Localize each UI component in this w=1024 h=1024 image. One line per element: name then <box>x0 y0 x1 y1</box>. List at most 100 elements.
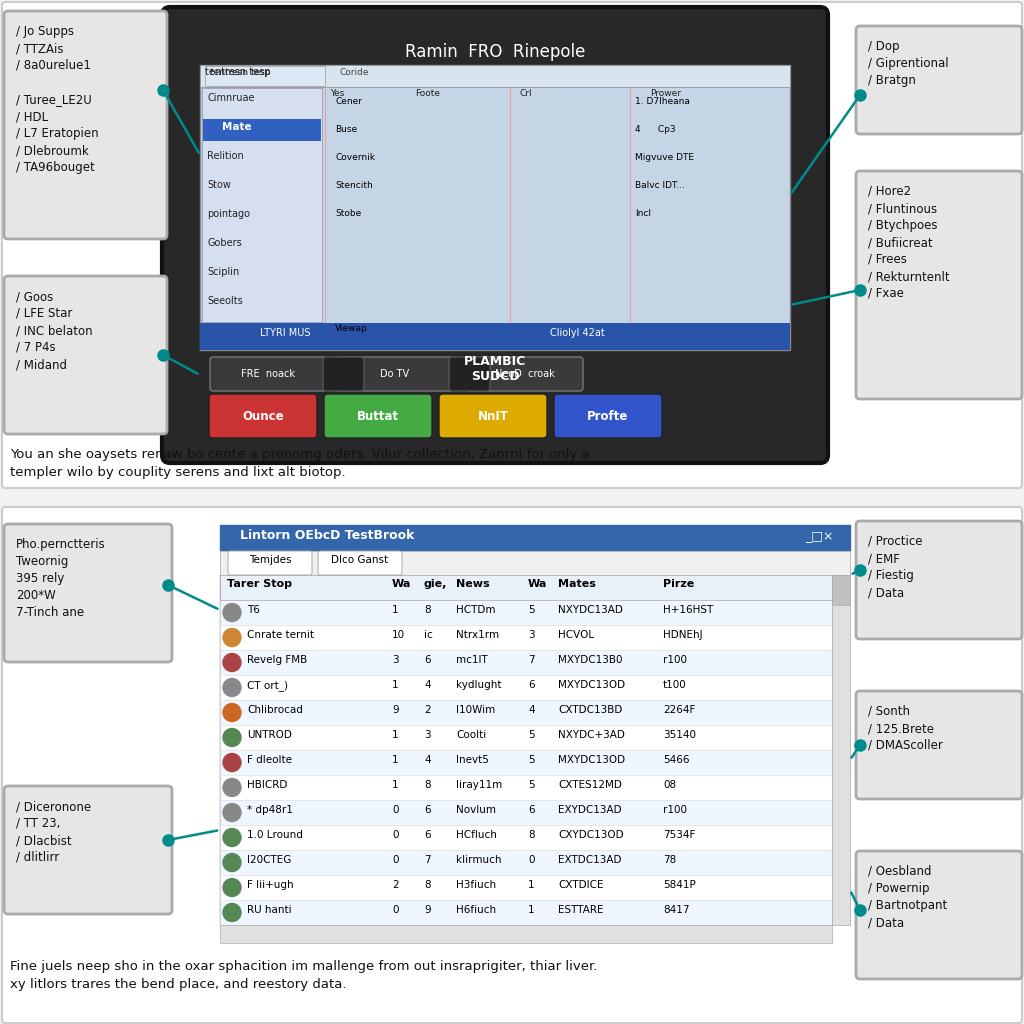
Text: RU hanti: RU hanti <box>247 905 292 915</box>
Text: 3: 3 <box>392 655 398 665</box>
Text: / Jo Supps
/ TTZAis
/ 8a0urelue1

/ Turee_LE2U
/ HDL
/ L7 Eratopien
/ Dlebroumk
: / Jo Supps / TTZAis / 8a0urelue1 / Turee… <box>16 25 98 174</box>
Text: / Proctice
/ EMF
/ Fiestig
/ Data: / Proctice / EMF / Fiestig / Data <box>868 535 923 599</box>
Text: Profte: Profte <box>588 410 629 423</box>
Text: 0: 0 <box>392 905 398 915</box>
FancyBboxPatch shape <box>856 851 1022 979</box>
Circle shape <box>223 879 241 896</box>
FancyBboxPatch shape <box>220 750 831 775</box>
Text: 7534F: 7534F <box>663 830 695 840</box>
Text: NXYDC+3AD: NXYDC+3AD <box>558 730 625 740</box>
FancyBboxPatch shape <box>4 276 167 434</box>
Circle shape <box>223 603 241 622</box>
Text: 78: 78 <box>663 855 676 865</box>
Text: kydlught: kydlught <box>456 680 502 690</box>
Text: klirmuch: klirmuch <box>456 855 502 865</box>
Text: 6: 6 <box>424 805 431 815</box>
Circle shape <box>223 728 241 746</box>
Text: Lintorn OEbcD TestBrook: Lintorn OEbcD TestBrook <box>240 529 415 542</box>
Text: NeoD  croak: NeoD croak <box>496 369 555 379</box>
Text: / Sonth
/ 125.Brete
/ DMAScoller: / Sonth / 125.Brete / DMAScoller <box>868 705 943 752</box>
FancyBboxPatch shape <box>220 925 831 943</box>
Text: 1.0 Lround: 1.0 Lround <box>247 830 303 840</box>
FancyBboxPatch shape <box>220 625 831 650</box>
FancyBboxPatch shape <box>856 521 1022 639</box>
Text: t100: t100 <box>663 680 687 690</box>
Text: Migvuve DTE: Migvuve DTE <box>635 153 694 162</box>
Text: HDNEhJ: HDNEhJ <box>663 630 702 640</box>
Text: 4      Cp3: 4 Cp3 <box>635 125 676 134</box>
Text: Incl: Incl <box>635 209 651 218</box>
FancyBboxPatch shape <box>220 775 831 800</box>
Text: Crl: Crl <box>520 89 532 98</box>
Text: You an she oaysets renaw bo cente a prenomg oders. Vilur collection, Zanrni for : You an she oaysets renaw bo cente a pren… <box>10 449 590 479</box>
Text: 35140: 35140 <box>663 730 696 740</box>
Text: 1: 1 <box>392 780 398 790</box>
Text: / Diceronone
/ TT 23,
/ Dlacbist
/ dlitlirr: / Diceronone / TT 23, / Dlacbist / dlitl… <box>16 800 91 864</box>
Text: LTYRI MUS: LTYRI MUS <box>260 328 310 338</box>
Text: Tarer Stop: Tarer Stop <box>227 579 292 589</box>
Text: HCVOL: HCVOL <box>558 630 594 640</box>
FancyBboxPatch shape <box>220 850 831 874</box>
Text: Buttat: Buttat <box>357 410 399 423</box>
FancyBboxPatch shape <box>220 700 831 725</box>
Text: Do TV: Do TV <box>381 369 410 379</box>
Text: 5: 5 <box>528 755 535 765</box>
Text: 8417: 8417 <box>663 905 689 915</box>
Text: * dp48r1: * dp48r1 <box>247 805 293 815</box>
FancyBboxPatch shape <box>856 26 1022 134</box>
Text: Covernik: Covernik <box>335 153 375 162</box>
Text: NXYDC13AD: NXYDC13AD <box>558 605 623 615</box>
Text: 2: 2 <box>392 880 398 890</box>
FancyBboxPatch shape <box>831 575 850 605</box>
Circle shape <box>223 703 241 722</box>
Text: 4: 4 <box>528 705 535 715</box>
Circle shape <box>223 828 241 847</box>
Text: Coride: Coride <box>340 68 370 77</box>
FancyBboxPatch shape <box>449 357 490 391</box>
Text: 8: 8 <box>424 605 431 615</box>
Text: Stencith: Stencith <box>335 181 373 190</box>
Text: Relition: Relition <box>207 151 244 161</box>
FancyBboxPatch shape <box>856 691 1022 799</box>
Text: Cnrate ternit: Cnrate ternit <box>247 630 314 640</box>
Text: 0: 0 <box>392 805 398 815</box>
Text: 9: 9 <box>424 905 431 915</box>
Text: tentresn tesp: tentresn tesp <box>205 67 270 77</box>
FancyBboxPatch shape <box>162 7 828 463</box>
FancyBboxPatch shape <box>220 900 831 925</box>
Text: Ounce: Ounce <box>243 410 284 423</box>
Text: Pho.pernctteris
Tweornig
395 rely
200*W
7-Tinch ane: Pho.pernctteris Tweornig 395 rely 200*W … <box>16 538 105 618</box>
Text: Coolti: Coolti <box>456 730 486 740</box>
Text: r100: r100 <box>663 805 687 815</box>
Circle shape <box>223 754 241 771</box>
FancyBboxPatch shape <box>4 524 172 662</box>
Text: Sciplin: Sciplin <box>207 267 240 278</box>
FancyBboxPatch shape <box>200 65 790 350</box>
Text: 2264F: 2264F <box>663 705 695 715</box>
Text: Seeolts: Seeolts <box>207 296 243 306</box>
Text: Mate: Mate <box>222 122 252 132</box>
Text: 1: 1 <box>392 730 398 740</box>
Text: H+16HST: H+16HST <box>663 605 714 615</box>
Text: ic: ic <box>424 630 433 640</box>
FancyBboxPatch shape <box>856 171 1022 399</box>
Text: Dlco Ganst: Dlco Ganst <box>332 555 388 565</box>
FancyBboxPatch shape <box>323 357 364 391</box>
Circle shape <box>223 804 241 821</box>
Text: HBICRD: HBICRD <box>247 780 288 790</box>
Text: 8: 8 <box>424 880 431 890</box>
Text: 5466: 5466 <box>663 755 689 765</box>
Text: 5: 5 <box>528 605 535 615</box>
Text: 8: 8 <box>528 830 535 840</box>
Circle shape <box>223 653 241 672</box>
FancyBboxPatch shape <box>203 119 321 141</box>
Text: Cimnruae: Cimnruae <box>207 93 255 103</box>
FancyBboxPatch shape <box>200 323 790 350</box>
Text: gie,: gie, <box>424 579 447 589</box>
FancyBboxPatch shape <box>554 394 662 438</box>
Text: ESTTARE: ESTTARE <box>558 905 603 915</box>
Text: News: News <box>456 579 489 589</box>
FancyBboxPatch shape <box>220 800 831 825</box>
Text: l10Wim: l10Wim <box>456 705 496 715</box>
FancyBboxPatch shape <box>220 825 831 850</box>
